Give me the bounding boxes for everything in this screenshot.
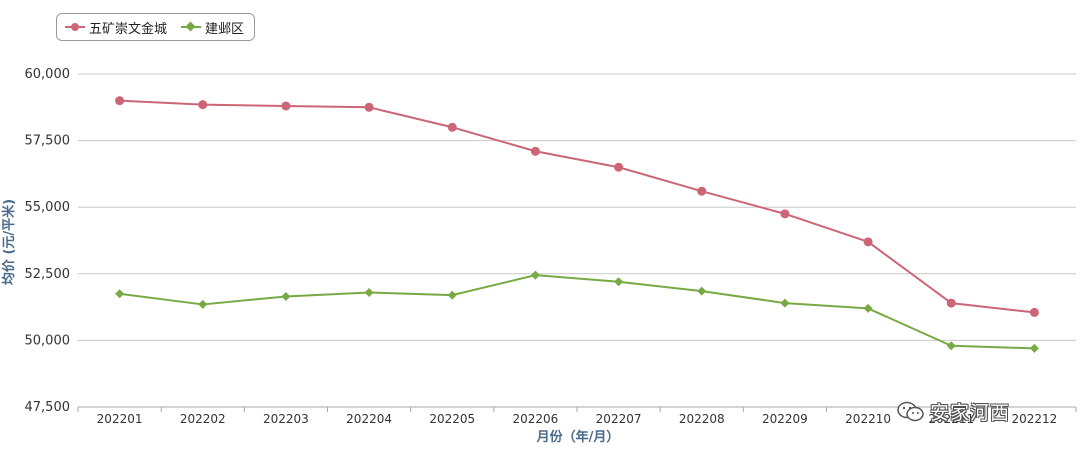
data-point[interactable] <box>198 299 208 309</box>
data-point[interactable] <box>697 186 707 196</box>
data-point[interactable] <box>530 270 540 280</box>
legend-circle-icon <box>65 21 85 33</box>
x-tick-label: 202208 <box>679 412 725 426</box>
watermark-text: 安家河西 <box>930 402 1011 424</box>
x-tick-label: 202212 <box>1012 412 1058 426</box>
x-tick-label: 202204 <box>346 412 392 426</box>
x-tick-label: 202211 <box>928 412 974 426</box>
x-tick-label: 202206 <box>513 412 559 426</box>
y-tick-label: 55,000 <box>25 200 71 215</box>
x-tick-label: 202207 <box>596 412 642 426</box>
data-point[interactable] <box>364 287 374 297</box>
y-tick-label: 50,000 <box>25 333 71 348</box>
data-point[interactable] <box>1029 307 1039 317</box>
legend-diamond-icon <box>181 21 202 33</box>
y-tick-label: 47,500 <box>25 400 71 415</box>
data-point[interactable] <box>863 237 873 247</box>
legend-item-wukuang[interactable]: 五矿崇文金城 <box>65 18 167 37</box>
data-point[interactable] <box>946 341 956 351</box>
x-tick-label: 202210 <box>845 412 891 426</box>
watermark: 安家河西 <box>896 398 1010 425</box>
legend-item-jianye[interactable]: 建邺区 <box>181 18 244 37</box>
x-axis-title: 月份（年/月） <box>536 429 620 445</box>
legend-label: 五矿崇文金城 <box>89 21 168 37</box>
data-point[interactable] <box>1029 343 1039 353</box>
data-point[interactable] <box>115 289 125 299</box>
x-tick-label: 202202 <box>180 412 226 426</box>
legend[interactable]: 五矿崇文金城 建邺区 <box>56 13 256 41</box>
y-axis-title: 均价 (元/平米) <box>1 199 17 285</box>
data-point[interactable] <box>697 286 707 296</box>
data-point[interactable] <box>115 96 125 106</box>
series-1 <box>115 96 1039 317</box>
data-point[interactable] <box>447 122 457 132</box>
y-axis: 47,500 50,000 52,500 55,000 57,500 60,000 <box>25 67 71 415</box>
series-group <box>115 96 1039 353</box>
y-tick-label: 57,500 <box>25 134 71 149</box>
legend-label: 建邺区 <box>205 21 245 37</box>
data-point[interactable] <box>198 100 208 110</box>
grid-lines <box>78 73 1076 341</box>
y-tick-label: 60,000 <box>25 67 71 82</box>
data-point[interactable] <box>614 162 624 172</box>
data-point[interactable] <box>364 102 374 112</box>
series-line <box>119 99 1035 314</box>
data-point[interactable] <box>780 298 790 308</box>
data-point[interactable] <box>946 298 956 308</box>
data-point[interactable] <box>780 209 790 219</box>
data-point[interactable] <box>281 291 291 301</box>
data-point[interactable] <box>447 290 457 300</box>
data-point[interactable] <box>614 277 624 287</box>
y-tick-label: 52,500 <box>25 267 71 282</box>
x-tick-label: 202203 <box>263 412 309 426</box>
data-point[interactable] <box>281 101 291 111</box>
series-line <box>119 274 1035 350</box>
x-tick-label: 202201 <box>97 412 143 426</box>
data-point[interactable] <box>863 303 873 313</box>
x-tick-label: 202209 <box>762 412 808 426</box>
x-tick-label: 202205 <box>429 412 475 426</box>
series-2 <box>115 270 1039 353</box>
data-point[interactable] <box>530 146 540 156</box>
wechat-icon <box>897 401 924 421</box>
x-axis: 202201 202202 202203 202204 202205 202206 2022… <box>77 406 1077 426</box>
